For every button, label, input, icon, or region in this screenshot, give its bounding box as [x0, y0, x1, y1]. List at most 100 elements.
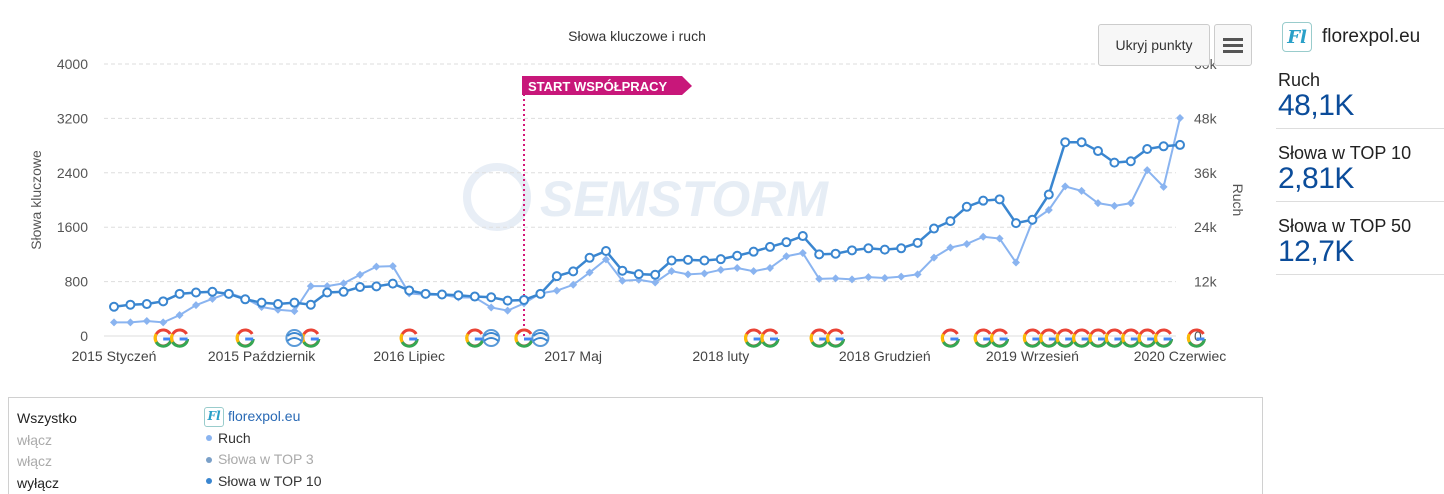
google-update-icon[interactable] [973, 328, 993, 348]
series-point[interactable] [633, 269, 644, 280]
series-point[interactable] [666, 255, 677, 266]
series-point[interactable] [1093, 146, 1103, 157]
series-point[interactable] [995, 234, 1004, 243]
series-point[interactable] [602, 255, 610, 264]
series-point[interactable] [1012, 258, 1020, 267]
google-update-icon[interactable] [940, 328, 960, 348]
series-point[interactable] [929, 223, 939, 234]
series-point[interactable] [305, 299, 316, 310]
google-update-icon[interactable] [809, 328, 829, 348]
google-update-icon[interactable] [990, 328, 1010, 348]
series-point[interactable] [748, 246, 759, 257]
series-point[interactable] [175, 311, 184, 320]
series-point[interactable] [388, 262, 397, 271]
series-point[interactable] [535, 288, 546, 299]
series-point[interactable] [290, 307, 299, 316]
series-point[interactable] [1159, 182, 1168, 191]
google-update-icon[interactable] [170, 328, 190, 348]
series-point[interactable] [896, 243, 907, 254]
series-point[interactable] [356, 270, 364, 279]
series-point[interactable] [469, 291, 480, 302]
series-point[interactable] [732, 250, 743, 261]
series-point[interactable] [650, 269, 661, 280]
series-point[interactable] [733, 264, 742, 272]
series-point[interactable] [798, 249, 807, 258]
series-point[interactable] [1044, 205, 1053, 214]
google-update-icon[interactable] [1055, 328, 1075, 348]
series-point[interactable] [1126, 199, 1135, 208]
series-point[interactable] [961, 201, 972, 212]
series-point[interactable] [863, 243, 874, 254]
series-point[interactable] [487, 303, 496, 312]
series-point[interactable] [371, 281, 382, 292]
legend-item-traffic[interactable]: Ruch [204, 428, 322, 450]
series-point[interactable] [617, 265, 628, 276]
algorithm-update-icon[interactable] [531, 329, 550, 347]
series-point[interactable] [109, 301, 119, 312]
series-point[interactable] [486, 292, 497, 303]
series-point[interactable] [240, 294, 251, 305]
google-update-icon[interactable] [1137, 328, 1157, 348]
google-update-icon[interactable] [1186, 328, 1206, 348]
series-point[interactable] [797, 231, 808, 242]
series-point[interactable] [207, 286, 218, 297]
series-point[interactable] [1094, 199, 1102, 208]
series-point[interactable] [864, 273, 873, 282]
series-point[interactable] [191, 287, 201, 298]
series-point[interactable] [651, 278, 660, 287]
series-point[interactable] [979, 232, 988, 241]
series-point[interactable] [1176, 113, 1184, 122]
google-update-icon[interactable] [1104, 328, 1124, 348]
series-point[interactable] [338, 286, 349, 297]
series-point[interactable] [1143, 166, 1152, 175]
series-point[interactable] [1061, 182, 1070, 191]
chart-menu-button[interactable] [1214, 24, 1252, 66]
series-point[interactable] [502, 295, 513, 306]
google-update-icon[interactable] [1022, 328, 1042, 348]
google-update-icon[interactable] [1072, 328, 1092, 348]
google-update-icon[interactable] [744, 328, 764, 348]
series-point[interactable] [1027, 214, 1038, 225]
series-point[interactable] [519, 294, 529, 305]
series-point[interactable] [831, 274, 840, 283]
legend-item-top10[interactable]: Słowa w TOP 10 [204, 471, 322, 493]
google-update-icon[interactable] [760, 328, 780, 348]
series-point[interactable] [192, 301, 200, 310]
google-update-icon[interactable] [235, 328, 255, 348]
google-update-icon[interactable] [301, 328, 321, 348]
series-point[interactable] [1142, 144, 1153, 154]
series-point[interactable] [684, 270, 692, 279]
series-point[interactable] [306, 282, 315, 291]
series-point[interactable] [1043, 189, 1054, 200]
series-point[interactable] [1175, 139, 1185, 150]
series-point[interactable] [930, 253, 938, 262]
legend-toggle-on[interactable]: włącz [17, 453, 53, 469]
legend-toggle-on[interactable]: włącz [17, 431, 53, 448]
series-point[interactable] [913, 270, 922, 279]
google-update-icon[interactable] [465, 328, 485, 348]
google-update-icon[interactable] [514, 328, 534, 348]
series-point[interactable] [815, 274, 824, 283]
series-point[interactable] [912, 237, 923, 248]
series-point[interactable] [273, 299, 283, 310]
series-point[interactable] [1158, 141, 1169, 152]
series-point[interactable] [601, 246, 611, 256]
series-point[interactable] [387, 278, 398, 289]
series-point[interactable] [1011, 218, 1021, 229]
series-point[interactable] [1110, 201, 1119, 210]
series-point[interactable] [174, 288, 185, 299]
series-point[interactable] [453, 290, 464, 301]
legend-toggle-off[interactable]: wyłącz [17, 474, 60, 491]
series-point[interactable] [879, 244, 890, 255]
series-point[interactable] [289, 297, 300, 308]
series-point[interactable] [814, 249, 825, 260]
algorithm-update-icon[interactable] [285, 329, 304, 347]
series-point[interactable] [256, 297, 267, 308]
algorithm-update-icon[interactable] [482, 329, 501, 347]
series-point[interactable] [667, 267, 676, 276]
series-point[interactable] [945, 216, 956, 227]
series-point[interactable] [584, 252, 595, 263]
series-point[interactable] [830, 248, 841, 259]
series-point[interactable] [142, 317, 151, 326]
series-point[interactable] [897, 272, 906, 281]
